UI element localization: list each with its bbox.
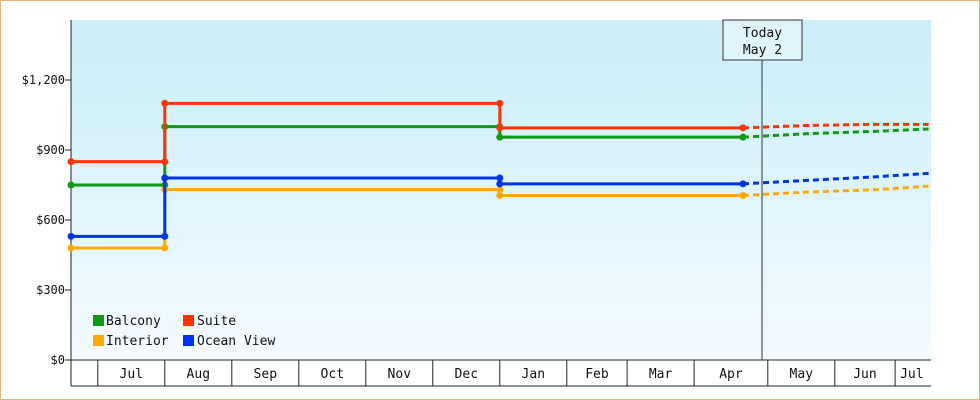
series-point-ocean-view <box>496 180 504 188</box>
legend-label-ocean-view: Ocean View <box>197 334 275 349</box>
y-tick-label: $1,200 <box>22 73 65 87</box>
forecast-line-suite <box>742 122 929 130</box>
series-point-ocean-view <box>67 232 75 240</box>
series-layer <box>67 99 929 252</box>
series-suite <box>67 99 929 166</box>
month-label: Aug <box>187 367 210 382</box>
series-point-ocean-view <box>496 174 504 182</box>
y-tick-label: $600 <box>36 213 65 227</box>
series-line-interior <box>71 188 744 250</box>
today-label: Today <box>743 26 782 41</box>
series-point-interior <box>496 186 504 194</box>
series-line-suite <box>71 101 744 164</box>
series-point-suite <box>739 124 747 132</box>
x-axis: Jul Aug Sep Oct Nov Dec Jan Feb Mar Apr May Jun Jul <box>71 359 931 387</box>
series-line-balcony <box>71 125 744 187</box>
series-point-interior <box>161 244 169 252</box>
legend: Balcony Suite Interior Ocean View <box>93 314 275 349</box>
legend-label-interior: Interior <box>106 334 169 349</box>
series-point-suite <box>496 124 504 132</box>
legend-swatch-ocean-view <box>183 335 194 346</box>
today-box <box>722 19 803 61</box>
month-label: Jul <box>900 367 923 382</box>
month-label: Sep <box>254 367 278 382</box>
y-tick-label: $300 <box>36 283 65 297</box>
month-label: Mar <box>649 367 673 382</box>
forecast-line-ocean-view <box>742 171 929 186</box>
legend-label-suite: Suite <box>197 314 236 329</box>
y-tick-label: $0 <box>51 353 65 367</box>
series-interior <box>67 184 929 252</box>
series-point-ocean-view <box>161 232 169 240</box>
series-point-suite <box>496 99 504 107</box>
month-label: Nov <box>388 367 412 382</box>
today-date: May 2 <box>743 43 782 58</box>
legend-swatch-suite <box>183 315 194 326</box>
series-point-balcony <box>496 133 504 141</box>
series-point-balcony <box>67 181 75 189</box>
y-axis: $0 $300 $600 $900 $1,200 <box>22 20 72 386</box>
series-point-ocean-view <box>161 174 169 182</box>
month-label: Feb <box>585 367 609 382</box>
legend-swatch-balcony <box>93 315 104 326</box>
series-line-ocean-view <box>71 176 744 238</box>
series-point-suite <box>161 99 169 107</box>
month-label: Apr <box>719 367 743 382</box>
month-label: Jul <box>120 367 143 382</box>
series-point-interior <box>496 192 504 199</box>
forecast-line-interior <box>742 184 929 197</box>
series-point-suite <box>161 158 169 166</box>
month-label: Dec <box>455 367 478 382</box>
month-label: Oct <box>321 367 344 382</box>
month-label: Jun <box>853 367 876 382</box>
series-point-interior <box>67 244 75 252</box>
month-label: May <box>790 367 814 382</box>
legend-label-balcony: Balcony <box>106 314 161 329</box>
series-balcony <box>67 123 929 189</box>
forecast-line-balcony <box>742 127 929 139</box>
today-marker: Today May 2 <box>722 19 803 360</box>
series-point-suite <box>67 158 75 166</box>
y-tick-label: $900 <box>36 143 65 157</box>
month-label: Jan <box>522 367 545 382</box>
legend-swatch-interior <box>93 335 104 346</box>
series-ocean-view <box>67 171 929 240</box>
